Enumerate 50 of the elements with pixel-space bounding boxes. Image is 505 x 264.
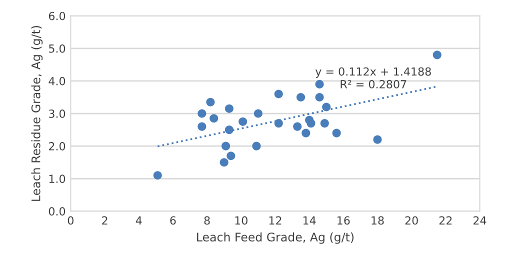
point xyxy=(153,171,162,180)
point xyxy=(254,109,262,118)
point xyxy=(274,119,283,128)
point xyxy=(432,50,442,60)
x-tick-label: 20 xyxy=(405,216,418,225)
point xyxy=(224,126,234,134)
point xyxy=(293,122,302,131)
point xyxy=(198,122,206,131)
x-axis-title: Leach Feed Grade, Ag (g/t) xyxy=(197,232,354,244)
y-tick-label: 2.0 xyxy=(48,142,66,150)
x-tick-label: 6 xyxy=(170,216,176,225)
y-tick-label: 4.0 xyxy=(48,76,66,86)
point xyxy=(238,117,248,126)
point xyxy=(302,128,310,138)
y-tick-label: 1.0 xyxy=(49,174,66,184)
point xyxy=(322,102,331,112)
x-tick-label: 10 xyxy=(235,216,248,225)
point xyxy=(210,114,218,123)
x-tick-label: 22 xyxy=(439,216,452,225)
x-tick-label: 4 xyxy=(136,216,142,225)
point xyxy=(332,128,341,138)
y-tick-label: 6.0 xyxy=(48,12,66,20)
x-tick-label: 18 xyxy=(372,216,384,225)
point xyxy=(306,119,316,128)
annotation: y = 0.112x + 1.4188 xyxy=(315,67,431,78)
point xyxy=(252,142,261,150)
x-tick-label: 0 xyxy=(68,216,74,225)
annotation: R² = 0.2807 xyxy=(340,80,406,88)
point xyxy=(222,142,230,150)
y-tick-label: 5.0 xyxy=(49,44,66,53)
y-axis-title: Leach Residue Grade, Ag (g/t) xyxy=(31,26,43,201)
point xyxy=(274,90,283,98)
y-tick-label: 0.0 xyxy=(48,207,66,216)
x-tick-label: 16 xyxy=(338,216,350,225)
point xyxy=(226,152,236,160)
point xyxy=(224,104,234,113)
x-tick-label: 2 xyxy=(102,216,108,225)
y-tick-label: 3.0 xyxy=(49,109,66,118)
point xyxy=(320,119,329,128)
point xyxy=(220,158,228,167)
x-tick-label: 14 xyxy=(303,216,316,225)
point xyxy=(206,98,215,106)
point xyxy=(315,92,324,102)
point xyxy=(315,80,324,88)
x-tick-label: 24 xyxy=(473,216,486,225)
point xyxy=(198,109,206,118)
point xyxy=(296,92,306,102)
point xyxy=(373,135,382,144)
x-tick-label: 8 xyxy=(204,216,210,225)
x-tick-label: 12 xyxy=(269,216,282,225)
